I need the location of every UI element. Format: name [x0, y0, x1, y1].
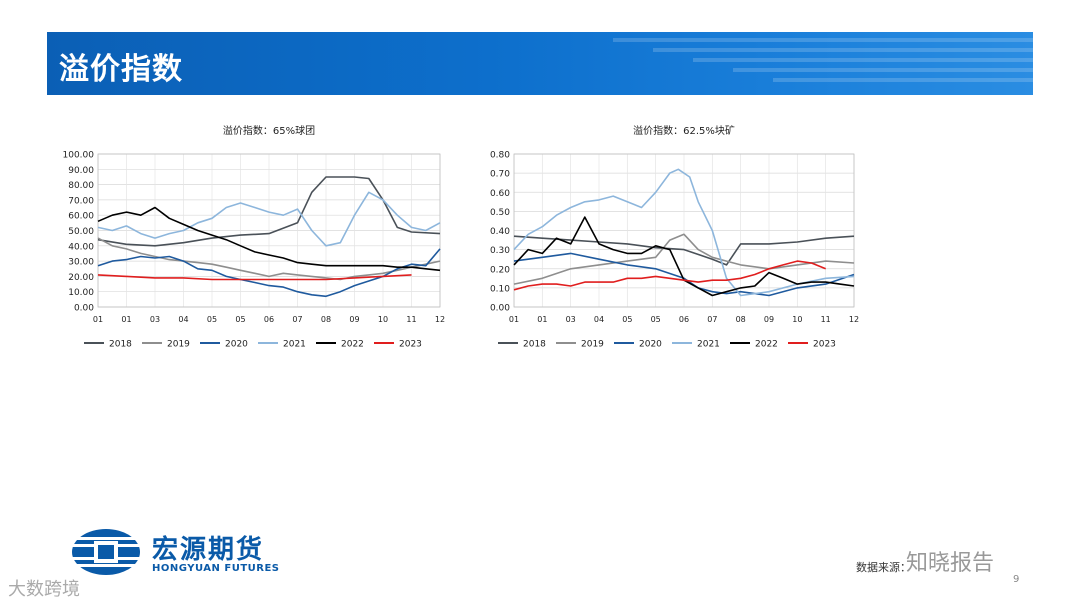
logo-name-en: HONGYUAN FUTURES	[152, 563, 280, 574]
legend-label-2022: 2022	[341, 340, 364, 350]
x-tick-label: 08	[736, 315, 746, 324]
series-line-2021	[97, 191, 441, 247]
x-tick-label: 07	[707, 315, 717, 324]
y-tick-label: 0.60	[490, 189, 510, 199]
x-tick-label: 05	[207, 315, 217, 324]
x-tick-label: 04	[178, 315, 188, 324]
title-banner: 溢价指数	[47, 32, 1033, 95]
x-tick-label: 12	[849, 315, 859, 324]
series-line-2019	[97, 237, 441, 281]
chart-title: 溢价指数：62.5%块矿	[633, 124, 735, 137]
y-tick-label: 0.40	[490, 227, 510, 237]
x-tick-label: 01	[509, 315, 519, 324]
legend-label-2022: 2022	[755, 340, 778, 350]
x-tick-label: 09	[349, 315, 359, 324]
page-title: 溢价指数	[59, 52, 183, 87]
x-tick-label: 09	[764, 315, 774, 324]
x-tick-label: 12	[435, 315, 445, 324]
x-tick-label: 06	[679, 315, 689, 324]
x-tick-label: 03	[566, 315, 576, 324]
data-source: 数据来源：	[856, 561, 911, 574]
series-line-2018	[97, 176, 441, 247]
y-tick-label: 0.70	[490, 170, 510, 180]
company-logo: 宏源期货 HONGYUAN FUTURES	[70, 527, 310, 577]
plot-frame	[513, 153, 855, 308]
x-tick-label: 04	[594, 315, 604, 324]
legend-label-2023: 2023	[813, 340, 836, 350]
series-line-2022	[97, 206, 441, 272]
chart-lump-premium: 溢价指数：62.5%块矿 0.00 0.10 0.20 0.30 0.40 0.50 0.60…	[490, 124, 859, 350]
legend-label-2021: 2021	[697, 340, 720, 350]
legend-label-2020: 2020	[225, 340, 248, 350]
y-tick-label: 0.50	[490, 208, 510, 218]
x-tick-label: 07	[292, 315, 302, 324]
y-tick-label: 0.00	[74, 304, 94, 314]
y-tick-label: 0.10	[490, 284, 510, 294]
watermark-left: 大数跨境	[8, 579, 80, 600]
chart-title: 溢价指数：65%球团	[223, 124, 315, 137]
x-tick-label: 01	[93, 315, 103, 324]
x-tick-label: 10	[378, 315, 388, 324]
x-tick-label: 11	[406, 315, 416, 324]
legend-label-2018: 2018	[109, 340, 132, 350]
legend-label-2023: 2023	[399, 340, 422, 350]
plot-frame	[97, 153, 441, 308]
chart-pellet-premium: 溢价指数：65%球团 0.00 10.00 20.00 30.00 40.00 50.00 6…	[63, 124, 446, 350]
x-tick-label: 01	[121, 315, 131, 324]
y-tick-label: 0.20	[490, 265, 510, 275]
x-tick-label: 11	[821, 315, 831, 324]
x-tick-label: 03	[150, 315, 160, 324]
y-tick-label: 70.00	[68, 196, 94, 206]
y-tick-label: 40.00	[68, 242, 94, 252]
x-tick-label: 05	[651, 315, 661, 324]
watermark-right: 知晓报告	[906, 551, 995, 576]
y-tick-label: 20.00	[68, 273, 94, 283]
x-tick-label: 08	[321, 315, 331, 324]
y-tick-label: 0.00	[490, 304, 510, 314]
series-line-2018	[513, 235, 855, 266]
x-tick-label: 06	[264, 315, 274, 324]
x-tick-label: 05	[622, 315, 632, 324]
x-tick-label: 10	[792, 315, 802, 324]
series-line-2023	[97, 274, 412, 281]
legend-label-2018: 2018	[523, 340, 546, 350]
legend-label-2020: 2020	[639, 340, 662, 350]
series-line-2023	[513, 260, 827, 291]
x-tick-label: 01	[537, 315, 547, 324]
y-tick-label: 50.00	[68, 227, 94, 237]
series-line-2019	[513, 233, 855, 285]
legend-label-2019: 2019	[581, 340, 604, 350]
logo-name-cn: 宏源期货	[152, 535, 265, 565]
legend-label-2021: 2021	[283, 340, 306, 350]
series-line-2021	[513, 168, 855, 297]
page-number: 9	[1013, 574, 1020, 585]
y-tick-label: 60.00	[68, 212, 94, 222]
logo-icon	[72, 529, 140, 575]
y-tick-label: 100.00	[63, 151, 95, 161]
x-tick-label: 05	[235, 315, 245, 324]
y-tick-label: 90.00	[68, 166, 94, 176]
y-tick-label: 30.00	[68, 258, 94, 268]
y-tick-label: 0.30	[490, 246, 510, 256]
y-tick-label: 10.00	[68, 288, 94, 298]
y-tick-label: 80.00	[68, 181, 94, 191]
legend-label-2019: 2019	[167, 340, 190, 350]
y-tick-label: 0.80	[490, 151, 510, 161]
